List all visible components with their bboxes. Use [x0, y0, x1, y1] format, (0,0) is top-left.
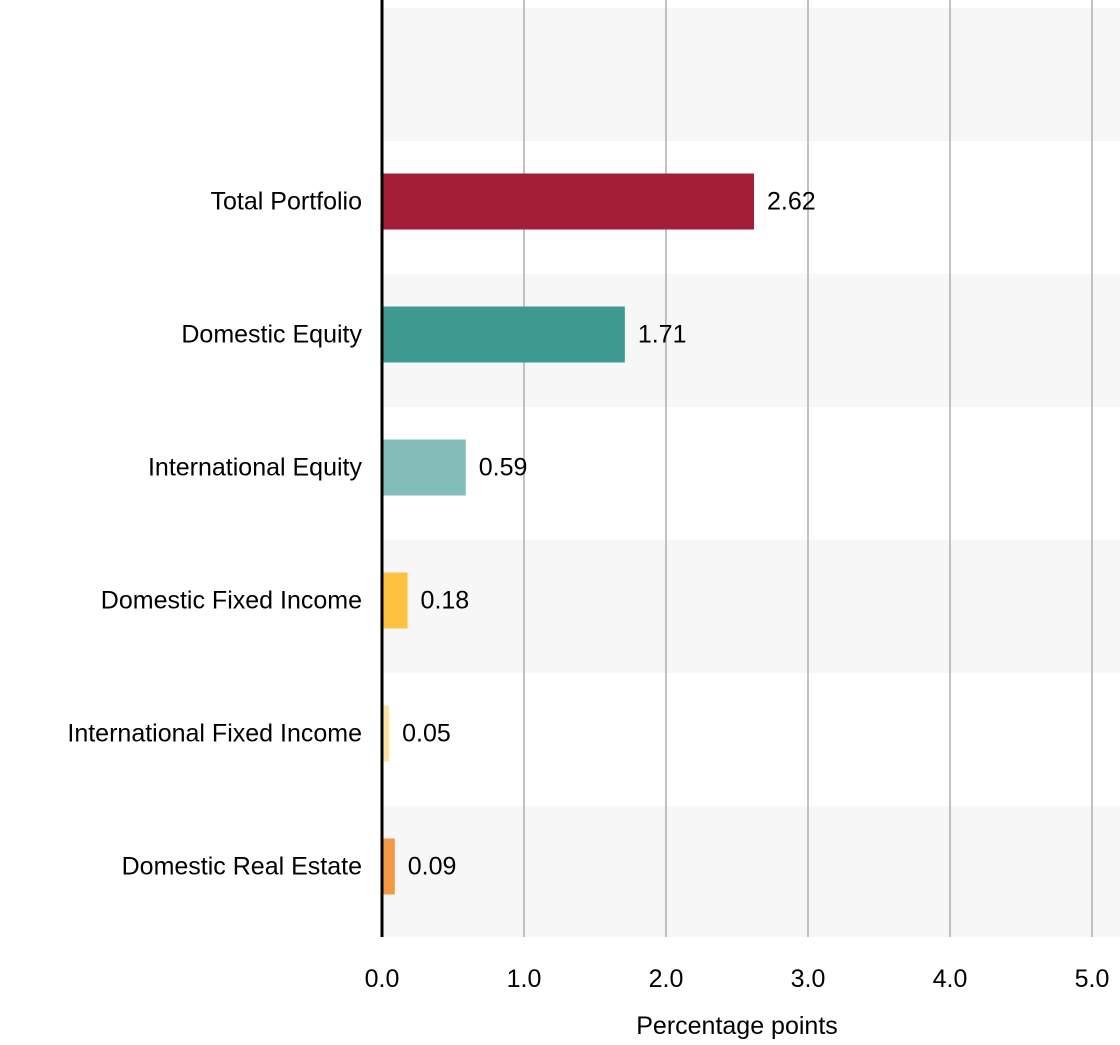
value-label: 0.18	[421, 587, 470, 615]
category-label: Domestic Equity	[181, 321, 362, 349]
bar	[382, 306, 625, 363]
x-tick-label: 3.0	[791, 965, 826, 993]
value-labels: 2.62 1.71 0.59 0.18 0.05 0.09	[402, 188, 816, 881]
x-tick-labels: 0.0 1.0 2.0 3.0 4.0 5.0	[365, 965, 1110, 993]
bar	[382, 705, 390, 762]
background-band	[382, 8, 1120, 141]
bars	[382, 173, 755, 895]
bar	[382, 439, 466, 496]
x-tick-label: 5.0	[1075, 965, 1110, 993]
category-labels: Total Portfolio Domestic Equity Internatio…	[67, 188, 362, 881]
bar	[382, 572, 408, 629]
background-bands	[382, 8, 1120, 937]
background-band	[382, 806, 1120, 937]
x-tick-label: 0.0	[365, 965, 400, 993]
x-axis-title: Percentage points	[636, 1012, 838, 1040]
x-tick-label: 4.0	[933, 965, 968, 993]
value-label: 0.05	[402, 720, 451, 748]
vertical-gridlines	[523, 0, 1093, 937]
bar	[382, 838, 395, 895]
background-band	[382, 540, 1120, 673]
value-label: 2.62	[767, 188, 816, 216]
category-label: Total Portfolio	[211, 188, 362, 216]
x-tick-label: 2.0	[649, 965, 684, 993]
bar	[382, 173, 755, 230]
value-label: 0.09	[408, 853, 457, 881]
category-label: International Fixed Income	[67, 720, 362, 748]
x-tick-label: 1.0	[507, 965, 542, 993]
category-label: Domestic Real Estate	[122, 853, 362, 881]
value-label: 1.71	[638, 321, 687, 349]
category-label: International Equity	[148, 454, 363, 482]
value-label: 0.59	[479, 454, 528, 482]
category-label: Domestic Fixed Income	[101, 587, 362, 615]
